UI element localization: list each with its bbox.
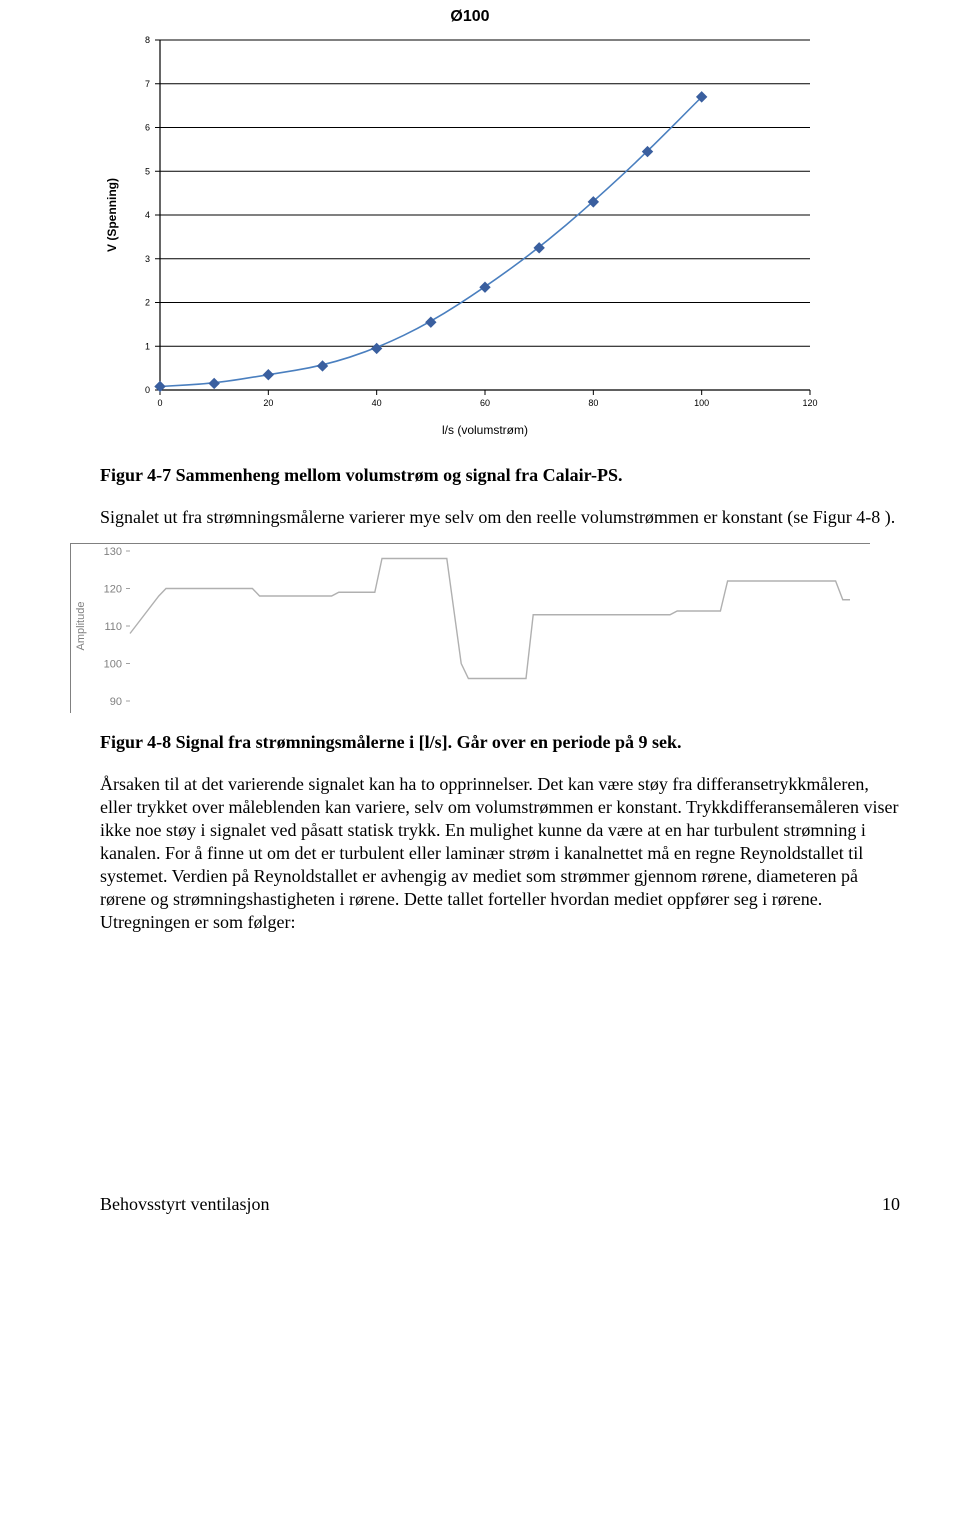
chart1-svg: 0 20 40 60 80 100 120 0 1 2 3 4 5 6 7 8 l/s (volumstrøm)… bbox=[100, 30, 840, 440]
svg-text:7: 7 bbox=[145, 79, 150, 89]
svg-text:110: 110 bbox=[104, 621, 122, 633]
svg-text:60: 60 bbox=[480, 398, 490, 408]
svg-text:8: 8 bbox=[145, 35, 150, 45]
svg-text:6: 6 bbox=[145, 123, 150, 133]
svg-text:0: 0 bbox=[157, 398, 162, 408]
svg-text:4: 4 bbox=[145, 210, 150, 220]
svg-text:0: 0 bbox=[145, 385, 150, 395]
figure-4-8-caption: Figur 4-8 Signal fra strømningsmålerne i… bbox=[100, 732, 900, 753]
chart-amplitude: 90 100 110 120 130 Amplitude bbox=[70, 543, 870, 718]
svg-text:90: 90 bbox=[110, 696, 122, 708]
chart1-title: Ø100 bbox=[100, 8, 840, 26]
svg-text:l/s (volumstrøm): l/s (volumstrøm) bbox=[442, 423, 528, 437]
svg-text:100: 100 bbox=[694, 398, 709, 408]
svg-text:100: 100 bbox=[104, 659, 122, 671]
svg-text:3: 3 bbox=[145, 254, 150, 264]
svg-text:130: 130 bbox=[104, 546, 122, 558]
svg-text:5: 5 bbox=[145, 166, 150, 176]
page-number: 10 bbox=[882, 1194, 900, 1215]
paragraph-1: Signalet ut fra strømningsmålerne varier… bbox=[100, 506, 900, 529]
paragraph-2: Årsaken til at det varierende signalet k… bbox=[100, 773, 900, 934]
svg-text:1: 1 bbox=[145, 341, 150, 351]
svg-text:Amplitude: Amplitude bbox=[75, 602, 87, 651]
svg-text:80: 80 bbox=[588, 398, 598, 408]
svg-text:120: 120 bbox=[802, 398, 817, 408]
chart2-svg: 90 100 110 120 130 Amplitude bbox=[70, 543, 870, 713]
svg-text:40: 40 bbox=[372, 398, 382, 408]
svg-text:2: 2 bbox=[145, 298, 150, 308]
figure-4-7-caption: Figur 4-7 Sammenheng mellom volumstrøm o… bbox=[100, 465, 900, 486]
svg-text:120: 120 bbox=[104, 584, 122, 596]
footer-title: Behovsstyrt ventilasjon bbox=[100, 1194, 270, 1215]
svg-text:V (Spenning): V (Spenning) bbox=[105, 178, 119, 252]
svg-text:20: 20 bbox=[263, 398, 273, 408]
chart-o100: Ø100 0 20 40 60 80 100 120 0 1 2 3 4 5 6 7 8 l/s (volums… bbox=[100, 8, 840, 445]
